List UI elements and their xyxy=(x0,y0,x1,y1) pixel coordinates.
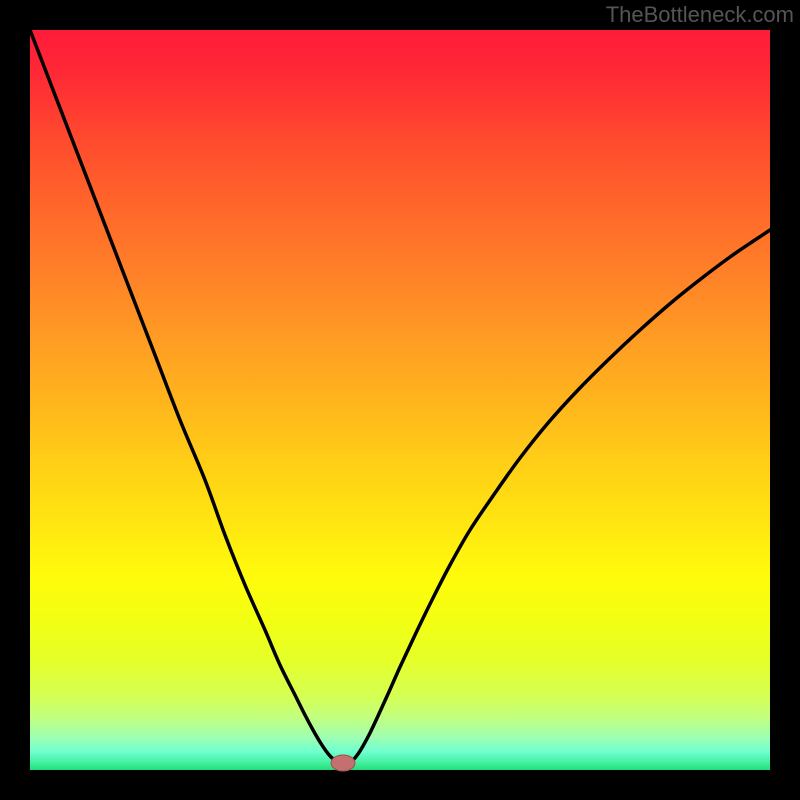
plot-background xyxy=(30,30,770,770)
watermark-text: TheBottleneck.com xyxy=(606,2,794,28)
bottleneck-chart: TheBottleneck.com xyxy=(0,0,800,800)
optimal-marker xyxy=(331,755,355,771)
chart-svg xyxy=(0,0,800,800)
